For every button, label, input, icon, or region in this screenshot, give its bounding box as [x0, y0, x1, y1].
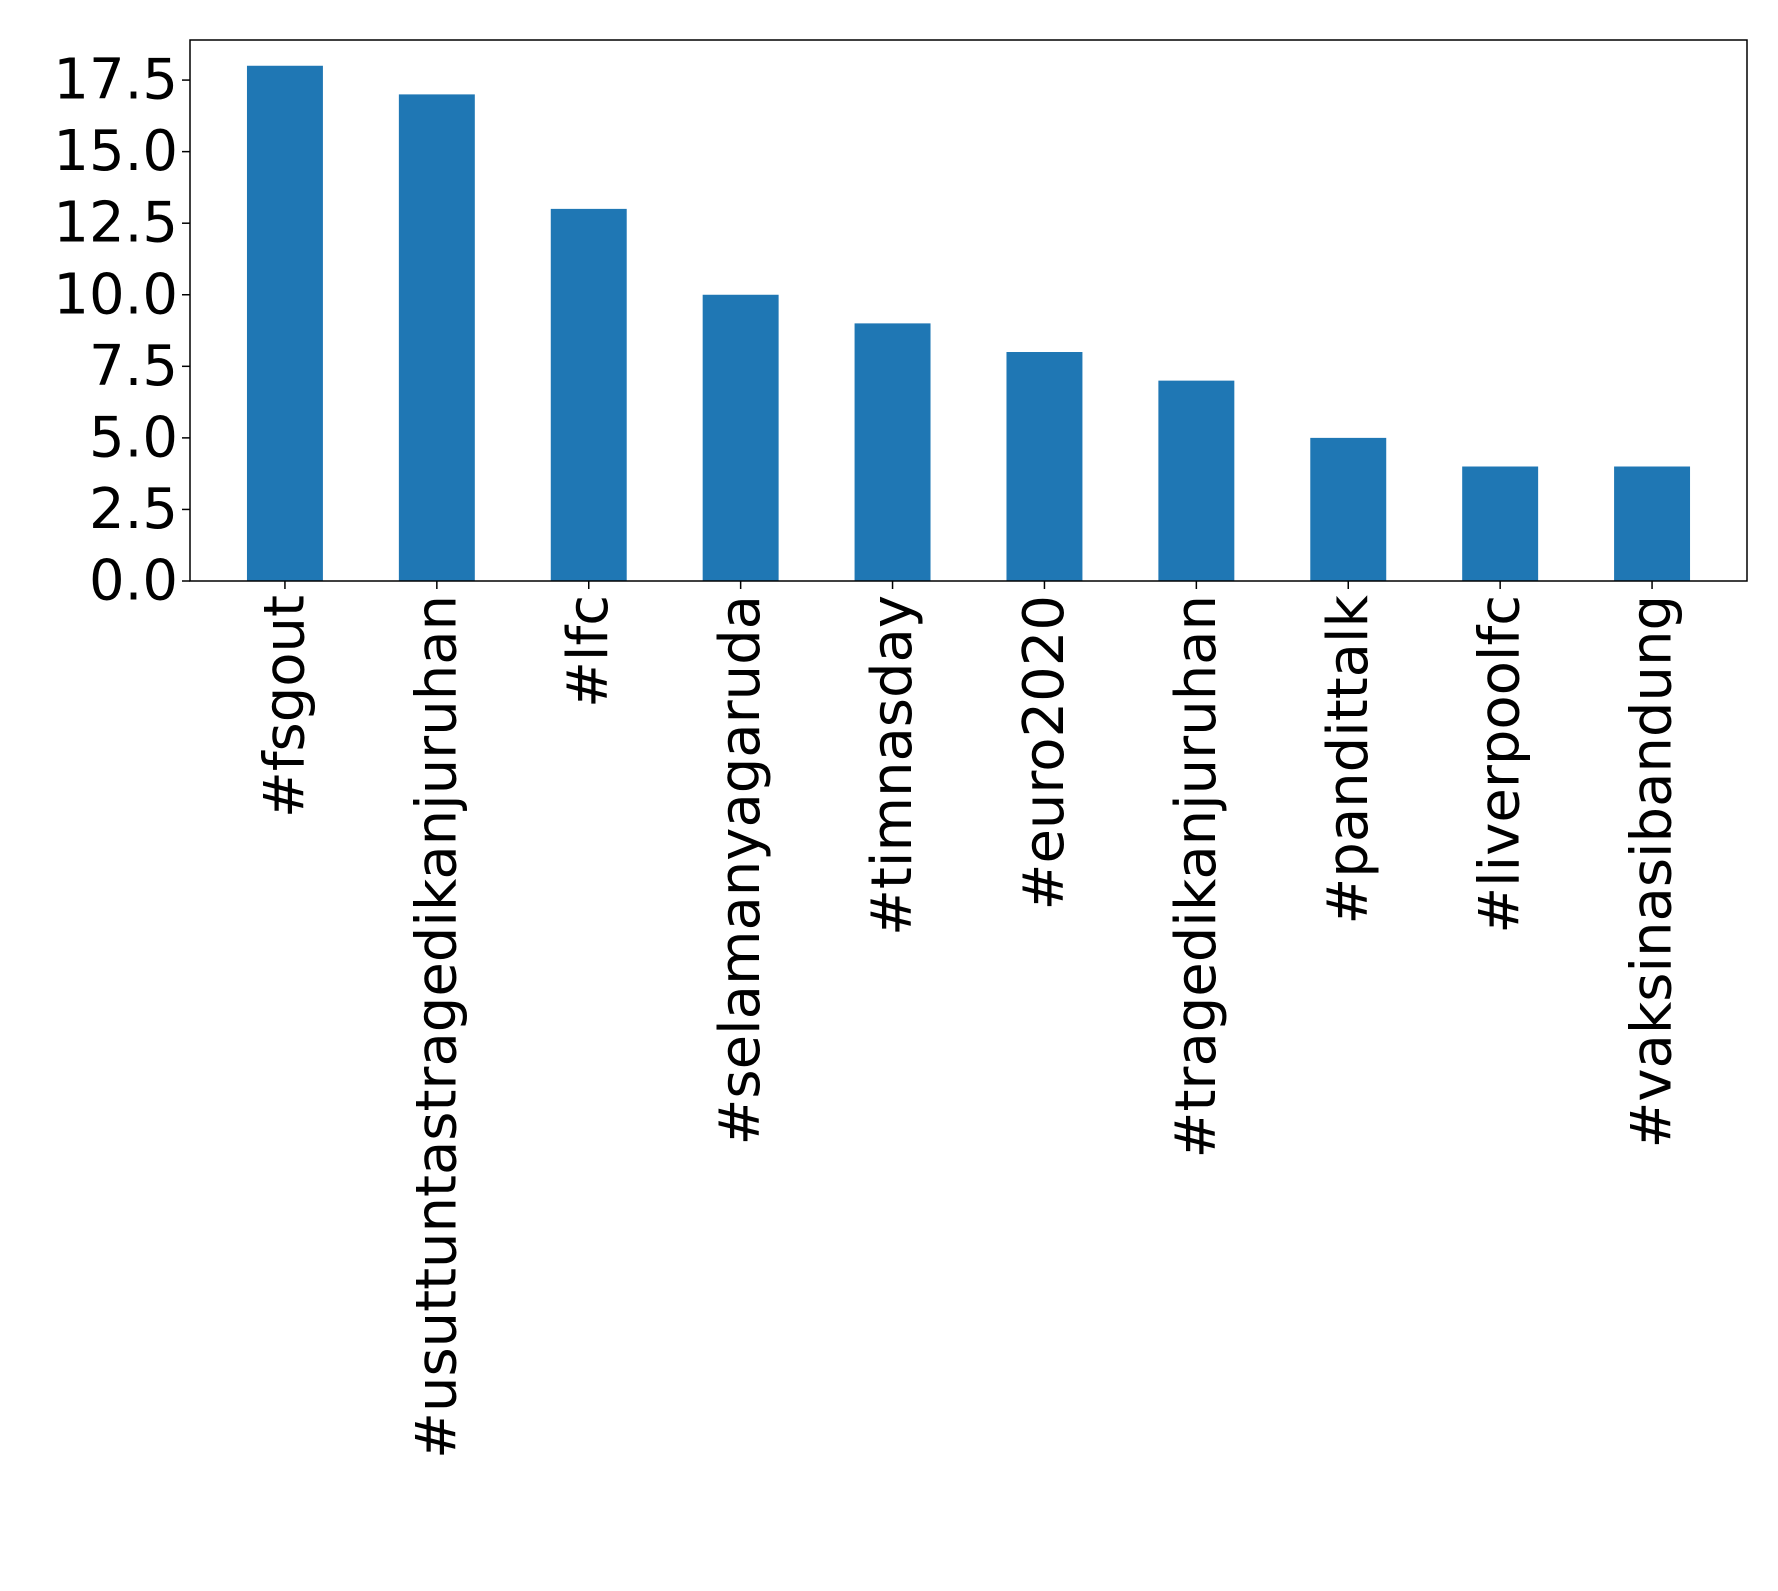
- y-tick-label: 17.5: [53, 48, 178, 113]
- x-tick-label: #usuttuntastragedikanjuruhan: [404, 595, 469, 1459]
- x-tick-label: #fsgout: [252, 595, 317, 818]
- bar-lfc: [550, 208, 627, 581]
- x-tick-label: #euro2020: [1012, 595, 1077, 910]
- x-tick-label: #lfc: [556, 595, 621, 708]
- bars-group: [246, 65, 1691, 582]
- bar-vaksinasibandung: [1614, 466, 1691, 581]
- y-tick-label: 12.5: [53, 191, 178, 256]
- y-tick-label: 15.0: [53, 119, 178, 184]
- bar-selamanyagaruda: [702, 294, 779, 581]
- x-tick-label: #liverpoolfc: [1468, 595, 1533, 934]
- x-tick-label: #vaksinasibandung: [1620, 595, 1685, 1149]
- x-tick-label: #pandittalk: [1316, 594, 1381, 924]
- x-axis: #fsgout #usuttuntastragedikanjuruhan #lfc #…: [252, 581, 1685, 1459]
- bar-euro2020: [1006, 352, 1083, 581]
- bar-timnasday: [854, 323, 931, 581]
- y-tick-label: 2.5: [89, 477, 178, 542]
- bar-fsgout: [246, 65, 323, 581]
- y-tick-label: 0.0: [89, 549, 178, 614]
- plot-frame: [189, 39, 1748, 582]
- x-tick-label: #tragedikanjuruhan: [1164, 595, 1229, 1158]
- bar-liverpoolfc: [1462, 466, 1539, 581]
- y-tick-label: 7.5: [89, 334, 178, 399]
- x-tick-label: #selamanyagaruda: [708, 595, 773, 1145]
- bar-usuttuntastragedikanjuruhan: [398, 94, 475, 582]
- y-axis: 0.0 2.5 5.07.5 10.012.5 15.017.5: [53, 48, 190, 614]
- bar-pandittalk: [1310, 437, 1387, 581]
- y-tick-label: 10.0: [53, 262, 178, 327]
- y-tick-label: 5.0: [89, 405, 178, 470]
- bar-tragedikanjuruhan: [1158, 380, 1235, 581]
- x-tick-label: #timnasday: [860, 595, 925, 936]
